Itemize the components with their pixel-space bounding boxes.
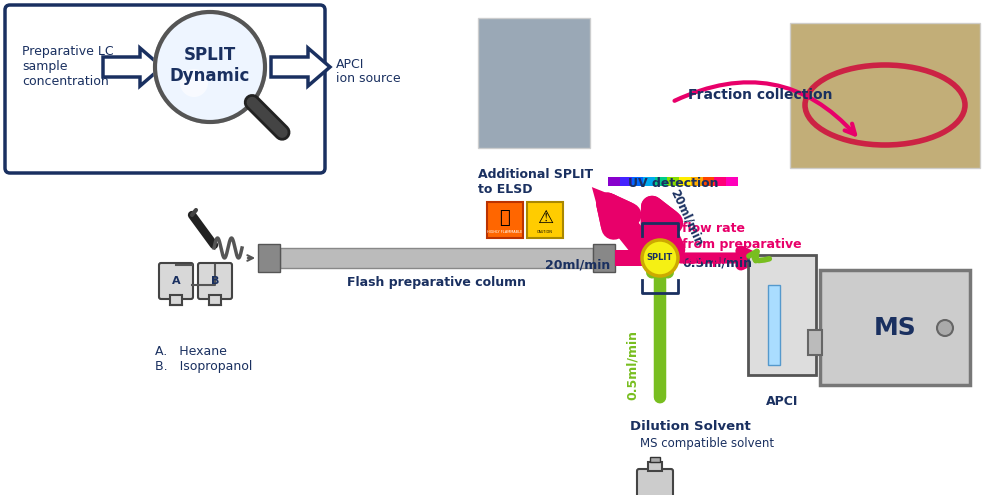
Text: A.   Hexane: A. Hexane bbox=[155, 345, 226, 358]
Bar bbox=[593, 244, 615, 272]
Text: to ELSD: to ELSD bbox=[478, 183, 532, 196]
Text: MS compatible solvent: MS compatible solvent bbox=[640, 437, 775, 450]
FancyBboxPatch shape bbox=[748, 255, 816, 375]
Bar bbox=[726, 177, 738, 186]
Text: ion source: ion source bbox=[336, 72, 401, 85]
Text: ⚠: ⚠ bbox=[537, 209, 553, 227]
Bar bbox=[209, 295, 221, 305]
Text: 0.5ml/min: 0.5ml/min bbox=[682, 257, 752, 270]
Text: few μl: few μl bbox=[682, 254, 725, 267]
Text: 🔥: 🔥 bbox=[500, 209, 510, 227]
Text: 20ml/min: 20ml/min bbox=[545, 259, 610, 272]
Text: 0.5ml/min: 0.5ml/min bbox=[625, 330, 638, 400]
Text: CAUTION: CAUTION bbox=[537, 230, 553, 234]
Text: concentration: concentration bbox=[22, 75, 109, 88]
Bar bbox=[643, 177, 655, 186]
Bar bbox=[608, 177, 620, 186]
Bar bbox=[690, 177, 702, 186]
Text: B.   Isopropanol: B. Isopropanol bbox=[155, 360, 253, 373]
Text: Dynamic: Dynamic bbox=[169, 67, 250, 85]
Text: flow rate: flow rate bbox=[682, 222, 745, 235]
Text: APCI: APCI bbox=[336, 58, 365, 71]
Bar bbox=[648, 462, 662, 471]
Text: sample: sample bbox=[22, 60, 67, 73]
Bar bbox=[667, 177, 679, 186]
Text: APCI: APCI bbox=[766, 395, 799, 408]
Bar bbox=[620, 177, 631, 186]
Bar bbox=[280, 248, 593, 268]
Circle shape bbox=[937, 320, 953, 336]
Text: Dilution Solvent: Dilution Solvent bbox=[630, 420, 750, 433]
Bar bbox=[768, 285, 780, 365]
Text: Flash preparative column: Flash preparative column bbox=[347, 276, 526, 289]
Bar bbox=[170, 295, 182, 305]
Bar bbox=[615, 250, 676, 266]
Polygon shape bbox=[103, 48, 162, 86]
FancyBboxPatch shape bbox=[198, 263, 232, 299]
Text: Additional SPLIT: Additional SPLIT bbox=[478, 168, 593, 181]
Circle shape bbox=[153, 10, 267, 124]
Bar bbox=[487, 202, 523, 238]
Text: Preparative LC: Preparative LC bbox=[22, 45, 113, 58]
Bar bbox=[650, 457, 660, 462]
Bar bbox=[702, 177, 714, 186]
Text: B: B bbox=[210, 276, 219, 286]
Text: SPLIT: SPLIT bbox=[184, 46, 236, 64]
Circle shape bbox=[155, 12, 265, 122]
Text: MS: MS bbox=[874, 316, 917, 340]
Text: Fraction collection: Fraction collection bbox=[687, 88, 833, 102]
Polygon shape bbox=[271, 48, 330, 86]
FancyBboxPatch shape bbox=[637, 469, 673, 495]
FancyBboxPatch shape bbox=[159, 263, 193, 299]
Text: HIGHLY FLAMMABLE: HIGHLY FLAMMABLE bbox=[487, 230, 523, 234]
Circle shape bbox=[180, 69, 208, 97]
Bar bbox=[258, 244, 280, 272]
FancyBboxPatch shape bbox=[5, 5, 325, 173]
Bar bbox=[808, 330, 822, 355]
Bar bbox=[714, 177, 726, 186]
Bar bbox=[655, 177, 667, 186]
Text: 20ml/min: 20ml/min bbox=[668, 188, 705, 248]
Circle shape bbox=[642, 240, 678, 276]
Text: SPLIT: SPLIT bbox=[647, 253, 673, 262]
FancyBboxPatch shape bbox=[478, 18, 590, 148]
FancyBboxPatch shape bbox=[820, 270, 970, 385]
Bar bbox=[527, 202, 563, 238]
Bar bbox=[679, 177, 690, 186]
Text: from preparative: from preparative bbox=[682, 238, 802, 251]
Text: A: A bbox=[171, 276, 180, 286]
Text: UV detection: UV detection bbox=[627, 177, 718, 190]
FancyBboxPatch shape bbox=[790, 23, 980, 168]
Bar bbox=[631, 177, 643, 186]
